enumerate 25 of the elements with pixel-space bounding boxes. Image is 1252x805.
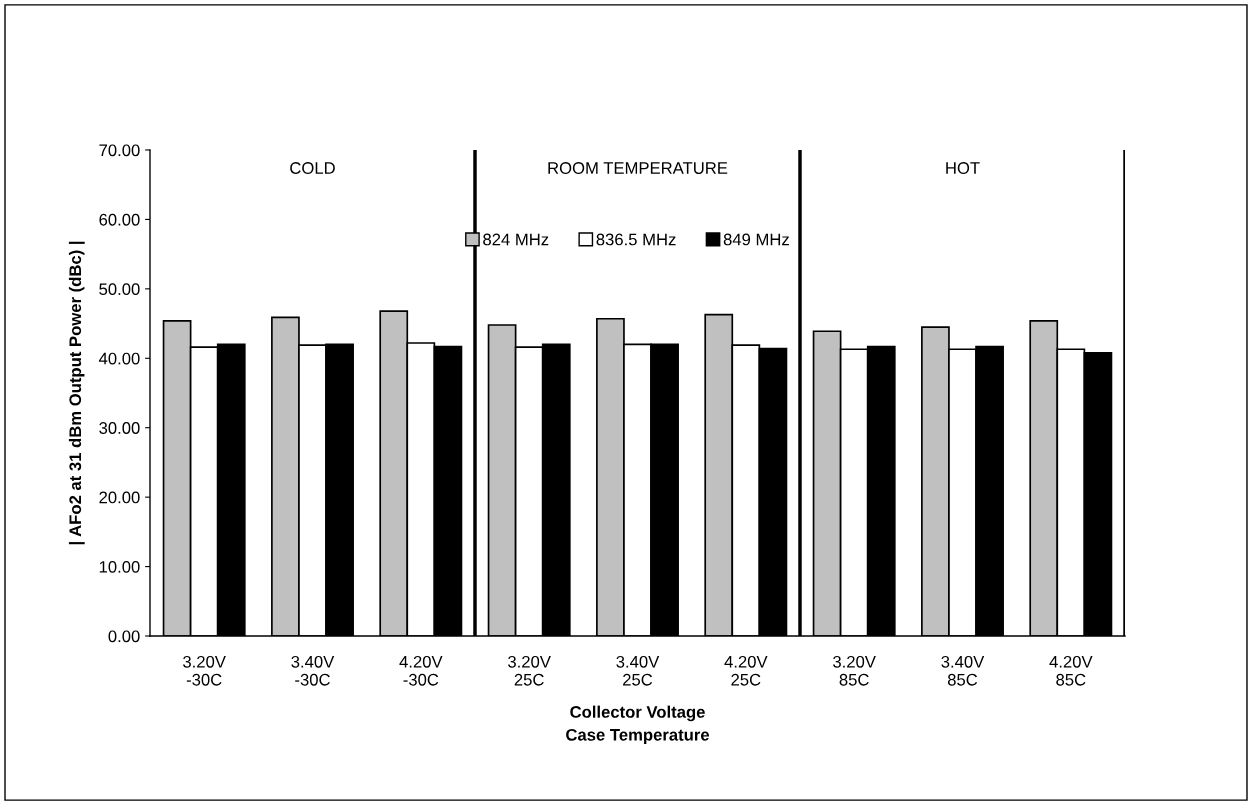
x-tick-label: 3.40V 85C [941,655,985,686]
x-tick-label: 3.20V 25C [508,655,551,686]
y-axis-title: | AFo2 at 31 dBm Output Power (dBc) | [68,241,85,545]
legend-label: 824 MHz [483,233,549,246]
y-tick-label: 10.00 [99,560,140,573]
y-tick-label: 40.00 [98,352,140,365]
x-axis-title: Collector Voltage Case Temperature [566,705,710,744]
y-tick-label: 50.00 [99,283,140,296]
x-tick-label: 4.20V -30C [399,655,443,686]
y-tick-label: 20.00 [99,491,140,504]
x-tick-label: 3.20V -30C [183,655,226,686]
legend-label: 836.5 MHz [596,233,676,246]
x-tick-label: 4.20V 25C [724,655,768,686]
annotation: ROOM TEMPERATURE [548,162,728,174]
x-tick-label: 3.40V 25C [616,655,660,686]
y-tick-label: 0.00 [108,630,140,643]
y-tick-label: 30.00 [99,422,140,434]
legend-label: 849 MHz [723,233,789,246]
y-tick-label: 60.00 [99,213,140,226]
annotation: HOT [946,162,980,174]
x-tick-label: 3.40V -30C [291,655,335,686]
x-tick-label: 4.20V 85C [1049,655,1093,686]
x-tick-label: 3.20V 85C [833,655,876,686]
annotation: COLD [290,162,335,174]
y-tick-label: 70.00 [99,144,140,157]
